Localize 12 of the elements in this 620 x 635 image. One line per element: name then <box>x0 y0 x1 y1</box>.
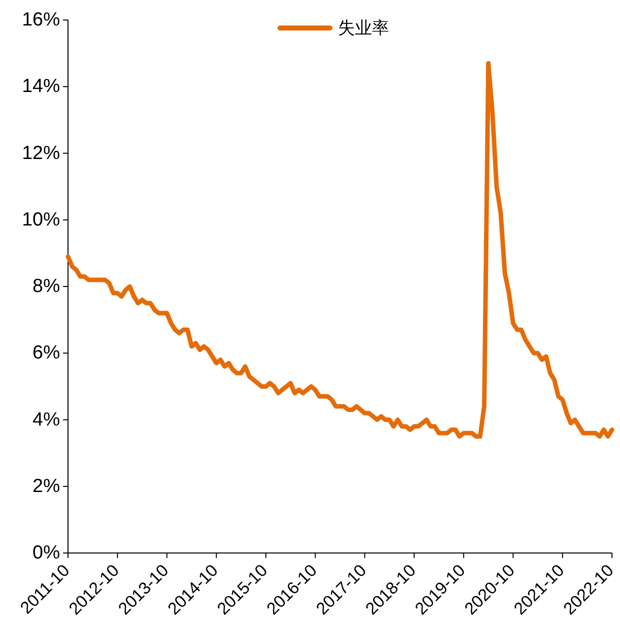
y-tick-label: 6% <box>32 342 60 364</box>
y-tick-label: 4% <box>32 409 60 430</box>
y-tick-label: 2% <box>32 476 60 497</box>
line-series <box>66 61 614 439</box>
y-tick-label: 0% <box>32 542 60 564</box>
y-tick-label: 12% <box>22 142 60 164</box>
legend-item: 失业率 <box>278 18 389 38</box>
y-tick-label: 8% <box>32 276 60 297</box>
y-tick-label: 10% <box>22 209 60 230</box>
legend-label: 失业率 <box>338 18 389 38</box>
y-tick-label: 16% <box>22 10 60 30</box>
y-tick-label: 14% <box>22 76 60 98</box>
